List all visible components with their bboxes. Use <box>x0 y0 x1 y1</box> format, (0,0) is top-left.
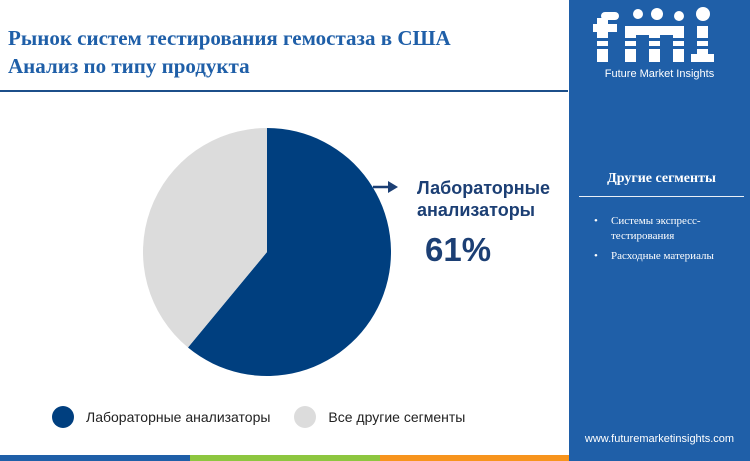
pie-slice-lab-analyzers <box>187 128 391 376</box>
segment-item-rapid-tests: Системы экспресс-тестирования <box>591 214 741 244</box>
footer-bar-blue-right <box>569 455 750 461</box>
website-url[interactable]: www.futuremarketinsights.com <box>584 433 735 445</box>
brand-name: Future Market Insights <box>604 68 715 80</box>
legend-label-other-segments: Все другие сегменты <box>328 409 466 425</box>
pie-slices <box>143 128 391 376</box>
pie-chart <box>143 128 398 376</box>
footer-bar-orange <box>380 455 569 461</box>
legend-item-other-segments: Все другие сегменты <box>294 406 465 428</box>
legend-label-lab-analyzers: Лабораторные анализаторы <box>86 409 271 425</box>
segment-item-consumables: Расходные материалы <box>591 249 741 264</box>
chart-subtitle: Анализ по типу продукта <box>8 54 250 78</box>
pie-slice-other-segments <box>143 128 267 348</box>
other-segments-heading: Другие сегменты <box>607 171 716 186</box>
callout-value: 61% <box>425 231 492 268</box>
chart-title: Рынок систем тестирования гемостаза в СШ… <box>8 26 451 50</box>
legend: Лабораторные анализаторы Все другие сегм… <box>52 405 489 429</box>
footer-bar-green <box>190 455 380 461</box>
sidebar: Future Market Insights Другие сегменты С… <box>569 0 750 461</box>
callout-label: Лабораторные анализаторы <box>417 178 551 220</box>
legend-swatch-lab-analyzers <box>52 406 74 428</box>
legend-item-lab-analyzers: Лабораторные анализаторы <box>52 406 270 428</box>
fmi-logo <box>591 7 731 62</box>
title-divider <box>0 90 568 92</box>
callout-arrow <box>373 181 398 193</box>
footer-color-bar <box>0 455 750 461</box>
title-block: Рынок систем тестирования гемостаза в СШ… <box>8 24 548 80</box>
footer-bar-blue <box>0 455 190 461</box>
legend-swatch-other-segments <box>294 406 317 428</box>
sidebar-divider <box>579 196 744 197</box>
